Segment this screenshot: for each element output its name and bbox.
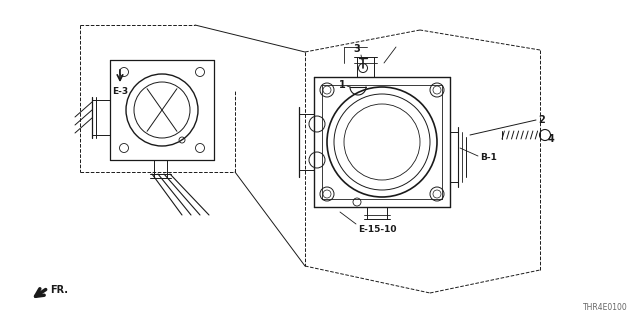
- Text: 3: 3: [353, 44, 360, 54]
- Text: 4: 4: [548, 134, 555, 144]
- Text: 2: 2: [538, 115, 545, 125]
- Text: B-1: B-1: [480, 153, 497, 162]
- Text: FR.: FR.: [50, 285, 68, 295]
- Text: 1: 1: [339, 80, 346, 90]
- Text: E-15-10: E-15-10: [358, 225, 397, 234]
- Text: THR4E0100: THR4E0100: [583, 303, 628, 312]
- Text: E-3: E-3: [112, 87, 128, 96]
